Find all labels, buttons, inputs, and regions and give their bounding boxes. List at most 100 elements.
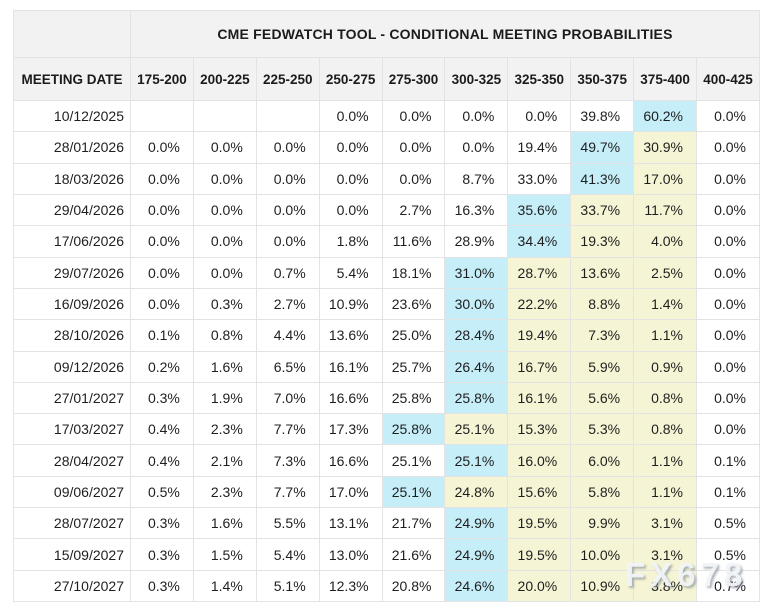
meeting-date-cell: 17/03/2027 [13,413,131,446]
probability-cell: 19.4% [507,319,572,352]
probability-cell: 7.7% [255,413,320,446]
rate-range-header: 325-350 [507,57,572,101]
rate-range-header: 375-400 [633,57,698,101]
corner-cell [13,10,131,58]
probability-cell: 30.9% [633,131,698,164]
probability-cell: 9.9% [570,507,635,540]
probability-cell: 1.4% [192,569,257,603]
meeting-date-cell: 18/03/2026 [13,162,131,195]
probability-cell: 0.5% [130,475,194,509]
probability-cell: 13.6% [570,256,635,289]
probability-cell: 25.7% [381,350,446,383]
probability-cell: 0.0% [192,131,257,164]
table-row: 27/10/2027 0.3% 1.4% 5.1% 12.3% 20.8% 24.6% 20.… [13,569,760,603]
probability-cell: 4.4% [255,319,320,352]
table-row: 28/07/2027 0.3% 1.6% 5.5% 13.1% 21.7% 24.9% 19.… [13,507,760,540]
meeting-date-cell: 28/04/2027 [13,444,131,477]
meeting-date-cell: 16/09/2026 [13,287,131,321]
probability-cell: 0.0% [255,225,320,258]
table-body: 10/12/2025 0.0% 0.0% 0.0% 0.0% 39.8% 60.2% 0.0%… [13,99,760,603]
table-row: 10/12/2025 0.0% 0.0% 0.0% 0.0% 39.8% 60.2% 0.0% [13,99,760,133]
meeting-date-cell: 28/07/2027 [13,507,131,540]
table-row: 29/04/2026 0.0% 0.0% 0.0% 0.0% 2.7% 16.3% 35.6%… [13,193,760,227]
probability-cell: 25.1% [444,444,509,477]
probability-cell: 15.3% [507,413,572,446]
probability-cell: 0.0% [130,162,194,195]
probability-cell: 0.5% [696,507,760,540]
meeting-date-cell: 09/06/2027 [13,475,131,509]
probability-cell: 0.0% [696,350,760,383]
probability-cell: 16.0% [507,444,572,477]
probability-cell: 31.0% [444,256,509,289]
probability-cell: 0.0% [381,131,446,164]
meeting-date-cell: 17/06/2026 [13,225,131,258]
probability-cell: 2.7% [255,287,320,321]
probability-cell: 33.7% [570,193,635,227]
rate-range-header: 400-425 [696,57,760,101]
probability-cell: 0.0% [696,413,760,446]
probability-cell: 1.8% [318,225,383,258]
table-row: 17/06/2026 0.0% 0.0% 0.0% 1.8% 11.6% 28.9% 34.4… [13,225,760,258]
probability-cell: 0.0% [444,131,509,164]
probability-cell: 0.3% [130,569,194,603]
probability-cell: 0.1% [696,475,760,509]
meeting-date-cell: 15/09/2027 [13,538,131,571]
probability-cell: 25.8% [381,413,446,446]
probability-cell: 19.4% [507,131,572,164]
probability-cell: 0.0% [696,381,760,415]
probability-cell: 5.5% [255,507,320,540]
probability-cell: 35.6% [507,193,572,227]
probability-cell: 1.1% [633,475,698,509]
probability-cell: 0.1% [696,444,760,477]
probability-cell: 0.2% [130,350,194,383]
probability-cell: 0.4% [130,413,194,446]
probability-cell: 13.6% [318,319,383,352]
probability-cell: 41.3% [570,162,635,195]
probability-cell: 1.6% [192,507,257,540]
probability-cell: 25.0% [381,319,446,352]
probability-cell: 0.3% [130,507,194,540]
probability-cell: 0.8% [192,319,257,352]
table-row: 15/09/2027 0.3% 1.5% 5.4% 13.0% 21.6% 24.9% 19.… [13,538,760,571]
probability-cell: 0.0% [255,193,320,227]
header-row: MEETING DATE 175-200 200-225 225-250 250-27… [13,57,760,101]
probability-cell: 25.1% [381,475,446,509]
probability-cell: 17.0% [318,475,383,509]
probability-cell: 0.0% [130,287,194,321]
rate-range-header: 250-275 [318,57,383,101]
probability-cell: 21.6% [381,538,446,571]
probability-cell: 30.0% [444,287,509,321]
probability-cell: 7.3% [255,444,320,477]
rate-range-header: 200-225 [192,57,257,101]
probability-cell: 24.6% [444,569,509,603]
meeting-date-cell: 09/12/2026 [13,350,131,383]
meeting-date-cell: 29/04/2026 [13,193,131,227]
probability-cell: 24.8% [444,475,509,509]
probability-cell: 8.8% [570,287,635,321]
probability-cell: 0.0% [192,193,257,227]
table-row: 28/04/2027 0.4% 2.1% 7.3% 16.6% 25.1% 25.1% 16.… [13,444,760,477]
probability-cell: 1.1% [633,319,698,352]
rate-range-header: 175-200 [130,57,194,101]
probability-cell: 0.0% [381,162,446,195]
probability-cell: 0.0% [381,99,446,133]
probability-cell: 0.0% [130,256,194,289]
probability-cell: 7.7% [255,475,320,509]
meeting-date-cell: 29/07/2026 [13,256,131,289]
probability-cell: 1.4% [633,287,698,321]
probability-cell: 0.0% [130,131,194,164]
probability-cell: 15.6% [507,475,572,509]
probability-cell: 16.1% [318,350,383,383]
table-row: 28/10/2026 0.1% 0.8% 4.4% 13.6% 25.0% 28.4% 19.… [13,319,760,352]
probability-cell: 25.1% [444,413,509,446]
probability-cell: 0.0% [444,99,509,133]
meeting-date-cell: 28/01/2026 [13,131,131,164]
table-row: 09/06/2027 0.5% 2.3% 7.7% 17.0% 25.1% 24.8% 15.… [13,475,760,509]
probability-cell: 0.7% [696,569,760,603]
probability-cell: 4.0% [633,225,698,258]
probability-cell: 28.4% [444,319,509,352]
probability-cell: 8.7% [444,162,509,195]
probability-cell: 0.5% [696,538,760,571]
probability-cell: 2.3% [192,475,257,509]
probability-cell: 0.0% [696,131,760,164]
